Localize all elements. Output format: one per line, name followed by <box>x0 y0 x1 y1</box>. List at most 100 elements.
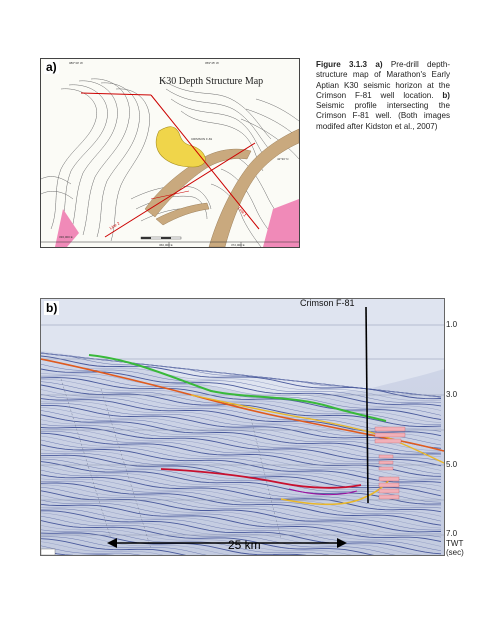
map-well-tag: CRIMSON F-81 <box>191 137 213 141</box>
map-scale-bar <box>140 236 182 240</box>
scale-arrow <box>107 538 347 548</box>
reflector-line <box>41 429 442 471</box>
well-formation-tags <box>374 426 406 500</box>
caption-part-a: a) <box>375 60 383 69</box>
seismic-line-north <box>80 92 152 96</box>
reflector-line <box>41 534 231 555</box>
reflector-line <box>41 444 442 483</box>
reflector-line <box>41 499 442 538</box>
fault-zone-south <box>155 202 210 226</box>
figure-caption: Figure 3.1.3 a) Pre-drill depth-structur… <box>316 60 450 132</box>
seismic-line-1 <box>150 94 260 230</box>
seismic-line-minor <box>150 190 190 200</box>
reflector-line <box>41 474 442 513</box>
reflector-line <box>41 404 442 449</box>
map-title: K30 Depth Structure Map <box>159 76 264 87</box>
fault-zone-east <box>208 128 299 247</box>
horizon-red <box>160 468 362 489</box>
structure-map-figure: a) K30 Depth Structure Map 080°30' W 059… <box>40 58 300 248</box>
reflector-line <box>41 379 442 423</box>
reflector-line <box>41 486 442 531</box>
fault-lines <box>60 378 282 550</box>
reflector-line <box>41 469 442 509</box>
pink-area-west <box>55 209 79 247</box>
twt-tick-5: 5.0 <box>446 460 458 469</box>
pink-area-east <box>263 199 299 247</box>
map-bottom-right-coord: 372,000 E <box>231 243 245 247</box>
reflector-line <box>41 484 442 529</box>
reflector-line <box>41 407 441 451</box>
reflector-line <box>41 461 442 505</box>
reflector-line <box>41 377 442 420</box>
reflector-line <box>41 506 442 547</box>
reflector-line <box>41 452 442 492</box>
figure-a-label: a) <box>44 60 59 74</box>
reflector-line <box>41 532 307 555</box>
twt-tick-7: 7.0 <box>446 529 458 538</box>
seismic-line-2 <box>104 142 256 238</box>
figure-b-label: b) <box>44 301 60 315</box>
twt-axis-unit: TWT <box>446 539 464 548</box>
caption-figure-number: Figure 3.1.3 <box>316 60 368 69</box>
reflector-line <box>41 520 375 555</box>
reflector-line <box>41 541 164 555</box>
map-graticule <box>41 241 299 247</box>
reflector-line <box>41 503 442 542</box>
water-column <box>41 299 444 399</box>
map-header-left: 080°30' W <box>69 61 83 65</box>
reflector-line <box>41 427 442 467</box>
reflector-line <box>41 363 442 403</box>
reflector-line <box>41 449 442 487</box>
reflector-line <box>41 545 142 555</box>
reflector-line <box>41 410 442 453</box>
seismic-profile-figure: b) <box>40 298 445 556</box>
caption-part-b: b) <box>442 90 450 100</box>
reflector-line <box>41 508 442 551</box>
map-header-right: 059°45' W <box>205 61 219 65</box>
reflector-line <box>41 359 442 401</box>
reflector-line <box>41 529 330 555</box>
reflector-line <box>41 423 442 462</box>
reflector-line <box>41 435 442 479</box>
reflector-line <box>41 456 442 500</box>
caption-text-a: Pre-drill depth-structure map of Maratho… <box>316 60 451 100</box>
reflector-line <box>41 515 396 555</box>
reflector-line <box>41 432 442 477</box>
horizon-yellow-upper <box>190 394 444 464</box>
reflector-line <box>41 510 442 555</box>
reflector-line <box>41 368 442 407</box>
map-bottom-mid-coord: 360,000 E <box>159 243 173 247</box>
caption-text-b: Seismic profile intersecting the Crimson… <box>316 101 450 131</box>
reflector-line <box>41 375 442 416</box>
scale-distance-label: 25 km <box>228 538 261 552</box>
reflector-line <box>41 431 442 475</box>
reflector-line <box>41 478 442 517</box>
horizon-purple <box>288 488 358 496</box>
structure-map-drawing <box>41 78 299 247</box>
prospect-closure <box>155 126 206 168</box>
contour-lines <box>41 78 299 247</box>
horizon-green <box>88 354 387 422</box>
reflector-line <box>41 414 442 455</box>
twt-tick-1: 1.0 <box>446 320 458 329</box>
corner-inset-box <box>41 548 56 555</box>
seismic-profile-drawing <box>41 299 444 555</box>
well-trajectory <box>365 306 369 504</box>
reflector-line <box>41 536 207 555</box>
well-name-label: Crimson F-81 <box>300 298 355 308</box>
reflector-line <box>41 419 442 458</box>
horizon-orange <box>41 358 444 452</box>
twt-tick-3: 3.0 <box>446 390 458 399</box>
reflector-line <box>41 495 442 535</box>
reflector-line <box>41 372 442 411</box>
twt-axis-unit-sub: (sec) <box>446 548 464 557</box>
reflector-line <box>41 381 442 425</box>
reflector-line <box>41 512 423 555</box>
reflector-line <box>41 355 442 400</box>
reflector-line <box>41 394 442 432</box>
reflector-line <box>41 482 442 526</box>
reflector-line <box>41 439 441 481</box>
reflector-line <box>41 398 442 437</box>
map-bottom-left-coord: 336,000 E <box>59 235 73 239</box>
map-right-latitude: 42°30' N <box>277 157 289 161</box>
